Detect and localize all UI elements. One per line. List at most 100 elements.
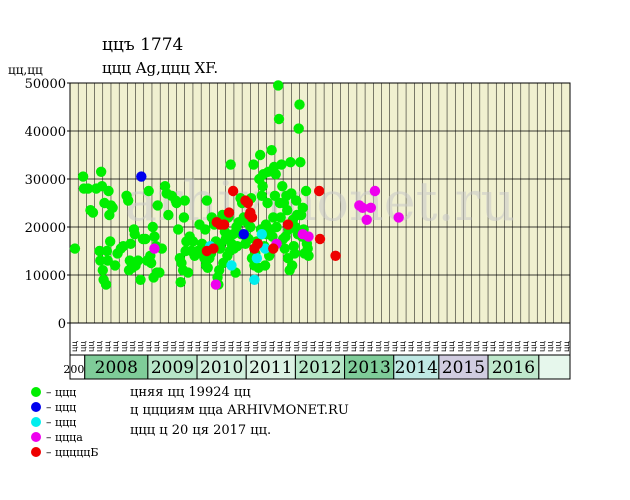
- x-sub-label-38: цц: [382, 341, 391, 352]
- year-label-9: 2016: [492, 358, 535, 378]
- data-point-s4-11: [246, 212, 258, 223]
- data-point-s0-79: [202, 262, 213, 273]
- legend-marker-0: [31, 387, 41, 397]
- data-point-s0-174: [297, 202, 308, 213]
- data-point-s4-15: [282, 219, 294, 230]
- y-tick-label-4: 40000: [25, 125, 66, 140]
- data-point-s3-8: [365, 202, 377, 213]
- x-sub-label-band: [69, 322, 571, 356]
- chart-subtitle: ццц Ag,ццц XF.: [102, 59, 218, 77]
- data-point-s3-6: [357, 202, 368, 213]
- x-sub-label-52: цц: [496, 341, 505, 352]
- data-point-s0-147: [275, 212, 286, 223]
- x-sub-label-22: цц: [250, 341, 259, 352]
- data-point-s0-145: [273, 113, 285, 125]
- data-point-s2-4: [256, 229, 268, 240]
- data-point-s0-104: [232, 241, 243, 252]
- data-point-s3-10: [393, 212, 404, 223]
- x-sub-label-35: цц: [357, 341, 366, 352]
- data-point-s0-129: [259, 260, 271, 271]
- x-sub-label-49: цц: [472, 341, 481, 352]
- data-point-s0-76: [200, 224, 211, 235]
- data-point-s0-48: [152, 200, 163, 211]
- x-sub-label-45: цц: [439, 341, 448, 352]
- year-label-6: 2013: [348, 358, 391, 378]
- data-point-s0-114: [245, 221, 256, 233]
- data-point-s0-125: [256, 190, 268, 201]
- data-point-s4-5: [223, 207, 235, 218]
- x-sub-label-14: цц: [185, 341, 194, 352]
- data-point-s0-33: [129, 229, 140, 240]
- x-sub-label-40: цц: [398, 341, 407, 352]
- x-sub-label-11: цц: [160, 341, 169, 352]
- data-point-s0-132: [262, 197, 273, 209]
- y-axis: 0 10000 20000 30000 40000 50000: [25, 77, 70, 332]
- data-point-s0-8: [95, 255, 106, 266]
- data-point-s0-14: [100, 279, 112, 290]
- data-point-s0-38: [140, 233, 151, 245]
- data-point-s2-1: [226, 260, 237, 271]
- x-sub-label-8: цц: [136, 341, 145, 352]
- data-point-s2-2: [249, 274, 260, 285]
- data-point-s0-155: [282, 205, 293, 216]
- data-point-s0-166: [291, 195, 302, 206]
- legend: – ццц – ццц – ццц – ццца – цццццБ: [31, 386, 98, 459]
- y-tick-label-3: 30000: [25, 173, 66, 188]
- x-sub-label-15: цц: [193, 341, 202, 352]
- data-point-s0-49: [154, 267, 165, 278]
- data-point-s0-5: [87, 207, 99, 218]
- chart-title: ццъ 1774: [102, 35, 183, 55]
- year-band: 2007 2008 2009 2010 2011 2012 2013 2014 2015 2016: [63, 354, 571, 380]
- data-point-s0-17: [103, 185, 114, 197]
- x-sub-label-51: цц: [488, 341, 497, 352]
- data-point-s4-14: [268, 243, 279, 254]
- data-point-s0-142: [270, 169, 281, 180]
- x-sub-label-3: цц: [95, 341, 104, 352]
- data-point-s0-59: [175, 277, 186, 288]
- legend-label-2: – ццц: [46, 416, 76, 429]
- data-point-s0-57: [172, 224, 184, 235]
- data-point-s3-9: [369, 185, 381, 197]
- data-point-s0-16: [102, 255, 113, 266]
- data-point-s0-45: [149, 231, 160, 242]
- data-point-s4-16: [313, 185, 325, 197]
- x-sub-label-32: цц: [332, 341, 341, 352]
- x-sub-label-29: цц: [308, 341, 317, 352]
- data-point-s0-170: [294, 99, 305, 110]
- data-point-s0-144: [272, 80, 284, 91]
- x-sub-label-59: цц: [554, 341, 563, 352]
- x-sub-label-7: цц: [127, 341, 136, 352]
- legend-label-4: – цццццБ: [46, 446, 98, 459]
- x-sub-label-23: цц: [259, 341, 268, 352]
- x-sub-label-1: цц: [78, 341, 87, 352]
- x-sub-label-20: цц: [234, 341, 243, 352]
- data-point-s0-53: [163, 209, 174, 221]
- data-point-s4-6: [227, 185, 239, 197]
- data-point-s0-9: [95, 166, 107, 177]
- y-axis-unit: цц,цц: [8, 63, 43, 77]
- year-label-1: 2008: [95, 358, 138, 378]
- data-points: [69, 80, 404, 290]
- x-sub-label-21: цц: [242, 341, 251, 352]
- year-label-4: 2011: [249, 358, 292, 378]
- data-point-s0-66: [182, 267, 194, 278]
- x-sub-label-54: цц: [513, 341, 522, 352]
- x-sub-labels: цц цц цц цц цц цц цц цц цц цц цц цц цц цц цц цц цц цц цц цц…: [70, 341, 571, 352]
- data-point-s0-139: [268, 212, 279, 223]
- data-point-s0-126: [257, 181, 268, 192]
- info-line-1: цняя цц 19924 цц: [130, 385, 251, 400]
- data-point-s0-0: [69, 243, 81, 254]
- data-point-s3-1: [210, 279, 222, 290]
- x-sub-label-25: цц: [275, 341, 284, 352]
- x-sub-label-16: цц: [201, 341, 210, 352]
- year-label-2: 2009: [151, 358, 194, 378]
- data-point-s2-5: [259, 243, 271, 254]
- data-point-s0-78: [201, 195, 213, 206]
- year-cell-10: [538, 354, 571, 380]
- data-point-s0-98: [225, 159, 236, 170]
- data-point-s0-152: [279, 243, 290, 254]
- data-point-s0-1: [77, 171, 89, 182]
- x-sub-label-26: цц: [283, 341, 292, 352]
- data-point-s1-0: [136, 171, 147, 182]
